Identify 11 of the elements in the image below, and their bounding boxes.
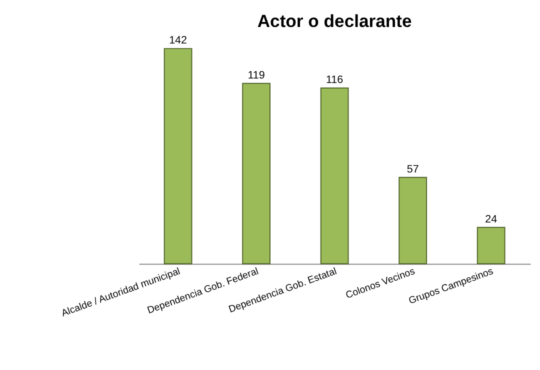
bar [164, 48, 192, 264]
data-label: 24 [485, 214, 498, 226]
data-label: 57 [406, 163, 419, 176]
data-label: 119 [248, 70, 265, 82]
bar [398, 176, 428, 264]
bar [320, 87, 349, 264]
bar [242, 82, 270, 264]
data-label: 142 [169, 34, 188, 47]
chart-title: Actor o declarante [257, 11, 412, 32]
bar [476, 226, 506, 264]
data-label: 116 [326, 74, 344, 86]
